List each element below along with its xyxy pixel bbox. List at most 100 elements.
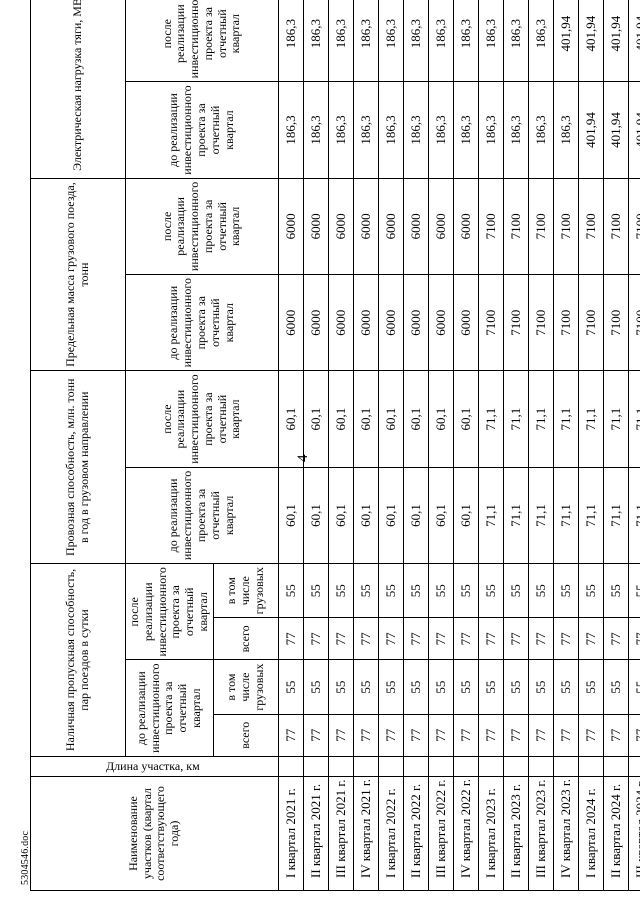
header-train-mass-before: до реализации инвестиционного проекта за… (125, 274, 279, 371)
value-cell-mass_after: 6000 (353, 178, 379, 275)
header-electric-load-after: после реализации инвестиционного проекта… (125, 0, 279, 82)
value-cell-load_after: 186,3 (353, 0, 379, 82)
value-cell-length (328, 756, 354, 777)
value-cell-cap_after_total: 77 (278, 617, 304, 660)
value-cell-load_before: 186,3 (503, 81, 529, 179)
value-cell-load_before: 186,3 (478, 81, 504, 179)
value-cell-load_after: 401,94 (578, 0, 604, 82)
quarter-label: III квартал 2024 г. (628, 776, 640, 891)
value-cell-cap_before_freight: 55 (628, 660, 640, 715)
value-cell-cap_before_total: 77 (528, 714, 554, 757)
quarter-label: IV квартал 2021 г. (353, 776, 379, 891)
value-cell-cap_before_freight: 55 (328, 660, 354, 715)
value-cell-load_after: 186,3 (278, 0, 304, 82)
value-cell-carry_before: 60,1 (428, 467, 454, 564)
header-after-total: всего (213, 617, 279, 660)
value-cell-length (603, 756, 629, 777)
value-cell-load_before: 186,3 (553, 81, 579, 179)
value-cell-load_before: 186,3 (303, 81, 329, 179)
value-cell-load_after: 186,3 (403, 0, 429, 82)
value-cell-cap_before_total: 77 (278, 714, 304, 757)
value-cell-cap_before_total: 77 (453, 714, 479, 757)
value-cell-load_before: 186,3 (428, 81, 454, 179)
value-cell-carry_after: 60,1 (378, 370, 404, 468)
header-section-length-label: Длина участка, км (105, 758, 200, 773)
table-row: II квартал 2023 г. 77 55 77 55 71,1 71,1 7100 71… (503, 0, 529, 891)
value-cell-carry_after: 60,1 (278, 370, 304, 468)
value-cell-load_after: 401,94 (628, 0, 640, 82)
table-row: II квартал 2021 г. 77 55 77 55 60,1 60,1 6000 60… (303, 0, 329, 891)
value-cell-carry_after: 71,1 (628, 370, 640, 468)
value-cell-cap_after_total: 77 (603, 617, 629, 660)
value-cell-cap_after_total: 77 (628, 617, 640, 660)
value-cell-mass_before: 7100 (553, 274, 579, 371)
value-cell-cap_before_total: 77 (403, 714, 429, 757)
value-cell-cap_after_total: 77 (353, 617, 379, 660)
value-cell-mass_after: 7100 (578, 178, 604, 275)
value-cell-cap_before_total: 77 (553, 714, 579, 757)
value-cell-load_before: 186,3 (328, 81, 354, 179)
table-header: Наименование участков (квартал соответст… (30, 0, 279, 891)
value-cell-mass_after: 6000 (303, 178, 329, 275)
value-cell-cap_before_freight: 55 (353, 660, 379, 715)
value-cell-carry_before: 71,1 (528, 467, 554, 564)
value-cell-cap_after_total: 77 (403, 617, 429, 660)
value-cell-cap_before_total: 77 (578, 714, 604, 757)
value-cell-mass_before: 7100 (628, 274, 640, 371)
value-cell-mass_before: 6000 (453, 274, 479, 371)
value-cell-cap_after_freight: 55 (428, 563, 454, 618)
quarter-label: III квартал 2021 г. (328, 776, 354, 891)
value-cell-cap_before_total: 77 (503, 714, 529, 757)
value-cell-carry_before: 60,1 (278, 467, 304, 564)
value-cell-length (503, 756, 529, 777)
value-cell-load_before: 186,3 (378, 81, 404, 179)
value-cell-cap_before_total: 77 (378, 714, 404, 757)
value-cell-length (578, 756, 604, 777)
value-cell-mass_before: 7100 (503, 274, 529, 371)
table-row: I квартал 2023 г. 77 55 77 55 71,1 71,1 7100 710… (478, 0, 504, 891)
quarter-label: II квартал 2021 г. (303, 776, 329, 891)
value-cell-load_after: 401,94 (603, 0, 629, 82)
value-cell-mass_before: 7100 (578, 274, 604, 371)
value-cell-cap_after_total: 77 (328, 617, 354, 660)
value-cell-cap_before_freight: 55 (603, 660, 629, 715)
value-cell-carry_after: 60,1 (353, 370, 379, 468)
value-cell-carry_before: 71,1 (478, 467, 504, 564)
table-row: III квартал 2024 г. 77 55 77 55 71,1 71,1 7100 7… (628, 0, 640, 891)
value-cell-mass_after: 6000 (403, 178, 429, 275)
table-row: III квартал 2022 г. 77 55 77 55 60,1 60,1 6000 6… (428, 0, 454, 891)
value-cell-cap_after_freight: 55 (478, 563, 504, 618)
value-cell-cap_before_total: 77 (303, 714, 329, 757)
header-electric-load-group: Электрическая нагрузка тяги, МВт (30, 0, 126, 179)
header-carrying-before: до реализации инвестиционного проекта за… (125, 467, 279, 564)
value-cell-load_before: 186,3 (403, 81, 429, 179)
quarter-label: II квартал 2022 г. (403, 776, 429, 891)
value-cell-carry_after: 71,1 (578, 370, 604, 468)
value-cell-cap_before_freight: 55 (578, 660, 604, 715)
value-cell-length (303, 756, 329, 777)
value-cell-cap_before_total: 77 (478, 714, 504, 757)
capacity-table: Наименование участков (квартал соответст… (30, 0, 640, 891)
value-cell-mass_before: 6000 (378, 274, 404, 371)
value-cell-load_before: 186,3 (353, 81, 379, 179)
value-cell-length (528, 756, 554, 777)
value-cell-carry_after: 60,1 (403, 370, 429, 468)
value-cell-cap_after_freight: 55 (553, 563, 579, 618)
value-cell-cap_after_total: 77 (503, 617, 529, 660)
value-cell-cap_before_total: 77 (603, 714, 629, 757)
value-cell-carry_before: 60,1 (453, 467, 479, 564)
value-cell-cap_after_freight: 55 (528, 563, 554, 618)
table-row: IV квартал 2023 г. 77 55 77 55 71,1 71,1 7100 71… (553, 0, 579, 891)
value-cell-length (628, 756, 640, 777)
value-cell-carry_before: 60,1 (403, 467, 429, 564)
quarter-label: III квартал 2023 г. (528, 776, 554, 891)
value-cell-load_before: 186,3 (453, 81, 479, 179)
value-cell-load_before: 186,3 (278, 81, 304, 179)
value-cell-length (403, 756, 429, 777)
header-section-length: Длина участка, км (30, 756, 279, 777)
value-cell-carry_after: 60,1 (428, 370, 454, 468)
value-cell-cap_after_freight: 55 (303, 563, 329, 618)
table-row: III квартал 2021 г. 77 55 77 55 60,1 60,1 6000 6… (328, 0, 354, 891)
value-cell-load_after: 186,3 (303, 0, 329, 82)
